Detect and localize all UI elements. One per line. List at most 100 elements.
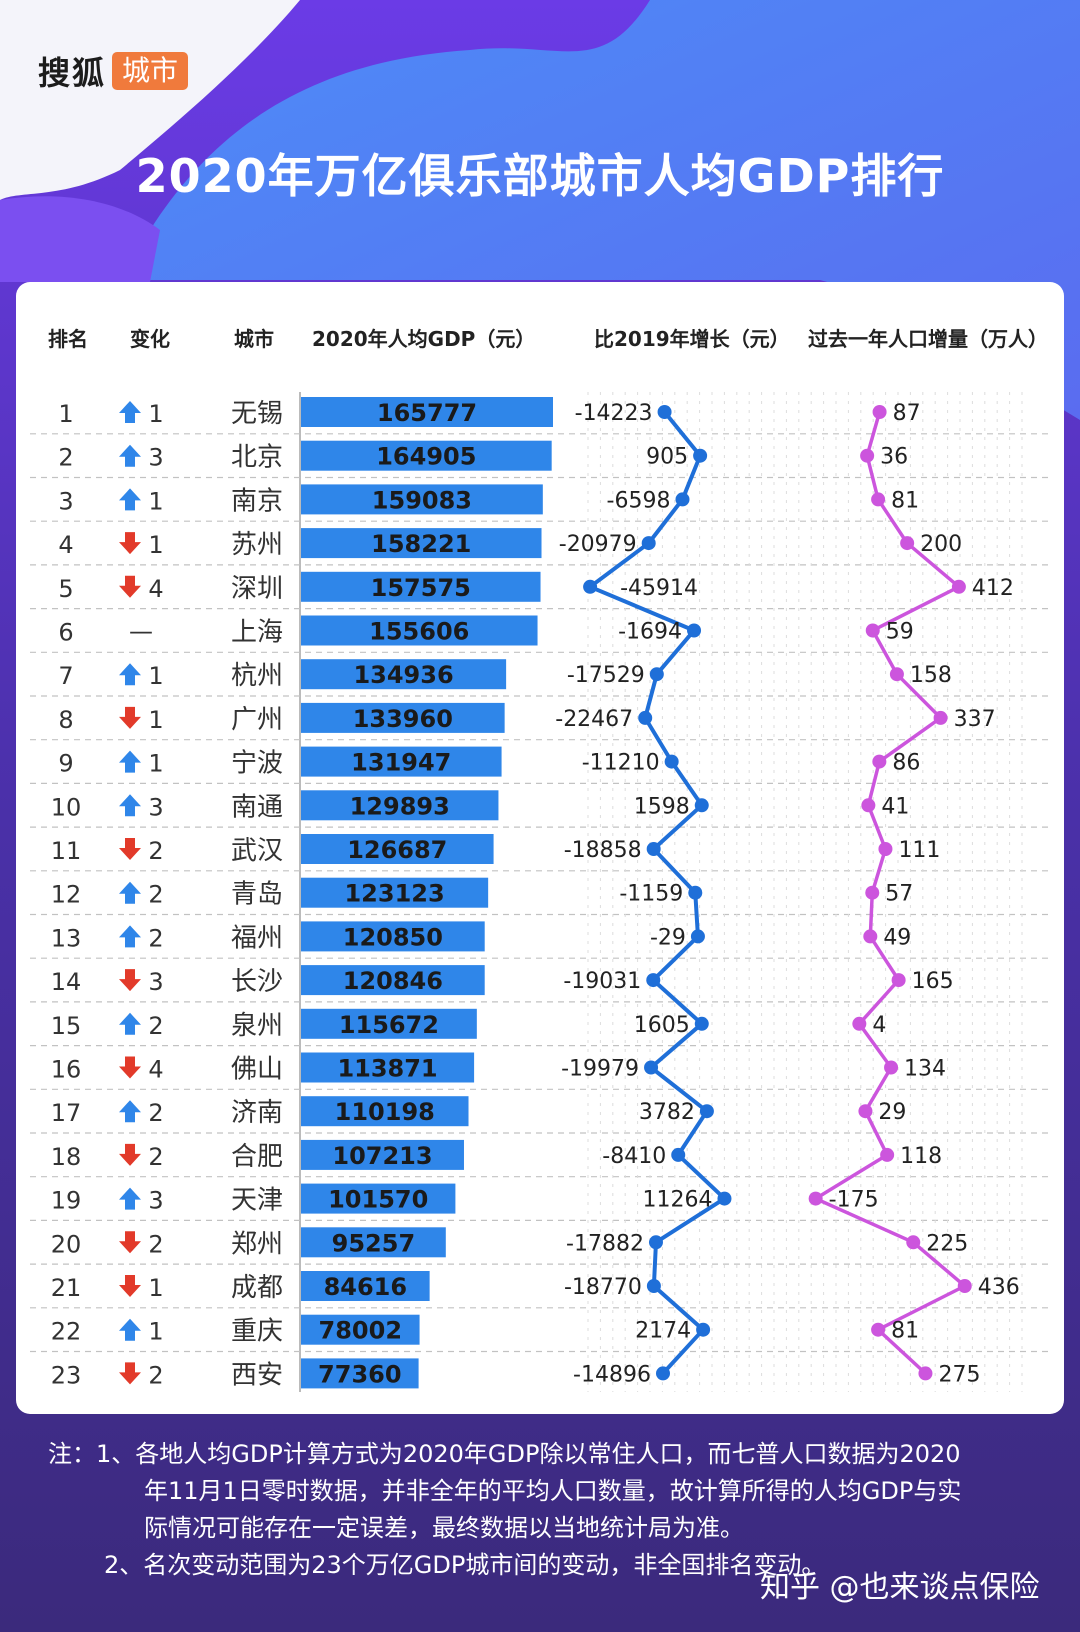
- gdp-bar: [301, 1227, 446, 1258]
- header-city: 城市: [234, 327, 274, 351]
- population-value-label: 200: [920, 532, 962, 557]
- gdp-value-label: 165777: [377, 399, 477, 427]
- arrow-up-icon: [119, 881, 141, 904]
- growth-value-label: -14896: [573, 1362, 651, 1387]
- population-point: [951, 579, 966, 594]
- population-point: [865, 885, 880, 900]
- population-value-label: 81: [891, 1319, 919, 1344]
- light-blob: [0, 0, 300, 200]
- growth-value-label: -18770: [564, 1275, 642, 1300]
- rank-label: 7: [58, 662, 73, 690]
- arrow-up-icon: [119, 925, 141, 948]
- gdp-value-label: 123123: [344, 880, 444, 908]
- population-point: [871, 1322, 886, 1337]
- population-value-label: 165: [912, 969, 954, 994]
- growth-point: [694, 1016, 709, 1031]
- growth-point: [694, 798, 709, 813]
- population-point: [884, 1060, 899, 1075]
- population-value-label: 111: [898, 838, 940, 863]
- gdp-bar: [301, 1271, 430, 1301]
- rank-label: 22: [51, 1318, 82, 1346]
- change-value: 3: [148, 968, 163, 996]
- growth-value-label: 1605: [634, 1013, 690, 1038]
- population-point: [906, 1235, 921, 1250]
- gdp-bar: [301, 834, 494, 864]
- growth-value-label: 1598: [634, 794, 690, 819]
- rank-label: 11: [51, 837, 82, 865]
- blue-blob: [150, 0, 1080, 420]
- population-point: [872, 754, 887, 769]
- population-value-label: 86: [892, 751, 920, 776]
- change-value: 4: [148, 575, 163, 603]
- header-population: 过去一年人口增量（万人）: [808, 327, 1048, 351]
- gdp-bar: [301, 440, 552, 471]
- change-value: 2: [148, 1143, 163, 1171]
- city-label: 宁波: [231, 749, 283, 779]
- city-label: 无锡: [231, 399, 283, 429]
- gdp-value-label: 84616: [324, 1273, 408, 1301]
- arrow-up-icon: [119, 488, 141, 511]
- change-value: 2: [148, 1230, 163, 1258]
- rank-label: 23: [51, 1361, 82, 1389]
- rank-label: 2: [58, 444, 73, 472]
- rank-label: 10: [51, 793, 82, 821]
- gdp-bar: [301, 1139, 464, 1170]
- growth-point: [646, 842, 661, 856]
- growth-point: [671, 1147, 686, 1162]
- population-value-label: 59: [886, 620, 914, 645]
- rank-label: 5: [58, 575, 73, 603]
- change-value: 2: [148, 1099, 163, 1127]
- population-value-label: 87: [893, 401, 921, 426]
- rank-label: 14: [51, 968, 82, 996]
- population-value-label: 436: [978, 1275, 1020, 1300]
- growth-point: [649, 667, 664, 682]
- population-value-label: 29: [878, 1100, 906, 1125]
- arrow-down-icon: [119, 532, 141, 555]
- change-value: 1: [148, 531, 163, 559]
- gdp-bar: [301, 397, 553, 427]
- gdp-value-label: 157575: [371, 574, 471, 602]
- growth-value-label: -18858: [564, 838, 642, 863]
- gdp-bar: [301, 659, 507, 690]
- note-line: 注：1、各地人均GDP计算方式为2020年GDP除以常住人口，而七普人口数据为2…: [48, 1440, 961, 1468]
- gdp-value-label: 107213: [332, 1142, 432, 1170]
- arrow-down-icon: [119, 838, 141, 860]
- rank-label: 13: [51, 924, 82, 952]
- population-point: [861, 798, 876, 813]
- gdp-bar: [301, 1008, 477, 1039]
- gdp-value-label: 155606: [369, 618, 469, 646]
- change-value: 1: [148, 1318, 163, 1346]
- growth-point: [644, 1060, 659, 1075]
- gdp-bar: [301, 615, 538, 646]
- arrow-down-icon: [119, 1362, 141, 1385]
- population-value-label: 81: [891, 488, 919, 513]
- gdp-value-label: 159083: [372, 486, 472, 514]
- growth-point: [717, 1191, 732, 1206]
- change-value: 4: [148, 1056, 163, 1084]
- gdp-bar: [301, 528, 542, 559]
- growth-value-label: -1159: [619, 882, 683, 907]
- city-label: 郑州: [231, 1229, 283, 1259]
- city-label: 深圳: [231, 574, 283, 604]
- gdp-bar: [301, 1183, 456, 1214]
- growth-value-label: -1694: [618, 620, 682, 645]
- change-value: 3: [148, 1187, 163, 1215]
- growth-value-label: -11210: [582, 751, 660, 776]
- header-rank: 排名: [48, 327, 88, 351]
- city-label: 青岛: [231, 880, 283, 910]
- city-label: 北京: [231, 443, 283, 473]
- change-value: 1: [148, 1274, 163, 1302]
- growth-point: [646, 1279, 661, 1293]
- gdp-bar: [301, 1096, 469, 1127]
- population-point: [863, 929, 878, 944]
- gdp-bar: [301, 877, 489, 908]
- gdp-bar: [301, 1314, 420, 1345]
- note-line: 年11月1日零时数据，并非全年的平均人口数量，故计算所得的人均GDP与实: [144, 1477, 962, 1505]
- population-value-label: 57: [885, 882, 913, 907]
- rank-label: 3: [58, 487, 73, 515]
- city-label: 佛山: [231, 1055, 283, 1085]
- growth-point: [690, 929, 705, 944]
- growth-value-label: -14223: [575, 401, 653, 426]
- city-label: 南京: [231, 486, 283, 516]
